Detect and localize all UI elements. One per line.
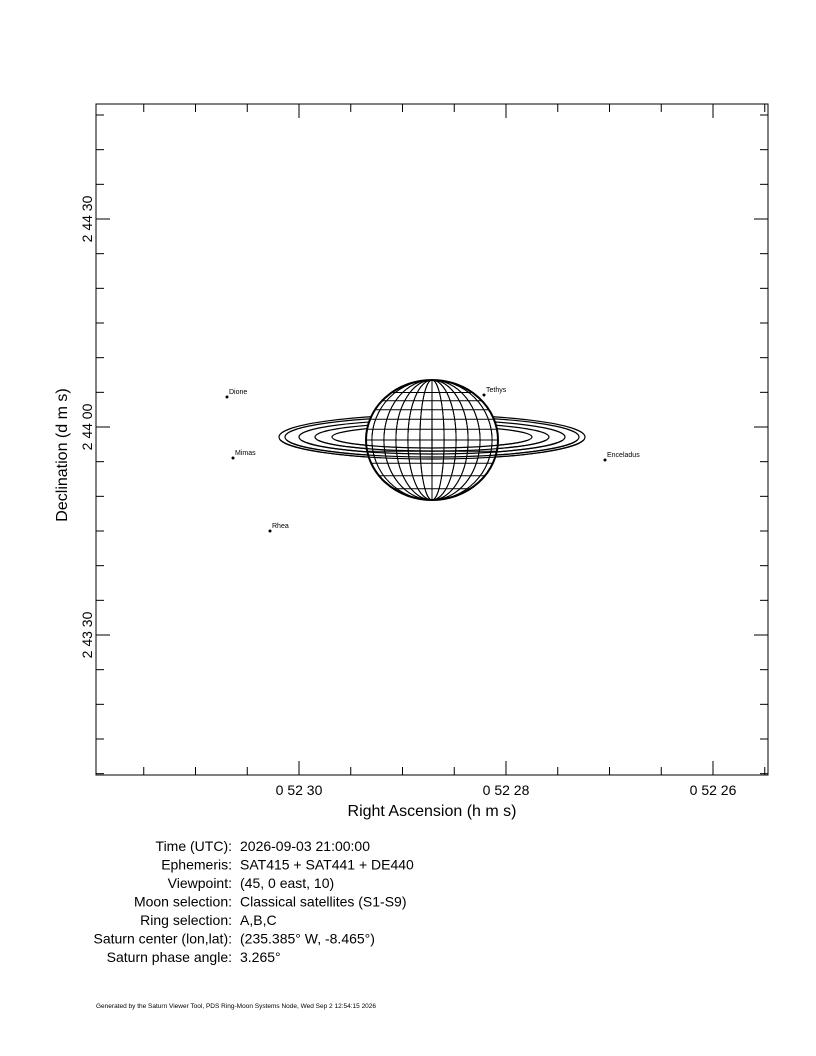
moon-label: Dione — [229, 389, 247, 396]
info-label: Time (UTC): — [156, 838, 232, 854]
moon-label: Mimas — [235, 450, 256, 457]
y-tick-label: 2 44 30 — [79, 195, 95, 242]
meridian — [419, 380, 445, 500]
meridian — [371, 380, 493, 500]
moon — [482, 393, 486, 397]
info-value: Classical satellites (S1-S9) — [240, 894, 407, 910]
plot-frame — [95, 103, 769, 776]
info-value: 3.265° — [240, 949, 281, 965]
x-tick-label: 0 52 26 — [690, 782, 737, 798]
moon-label: Tethys — [486, 387, 507, 394]
moon — [225, 395, 229, 399]
info-label: Saturn phase angle: — [107, 949, 232, 965]
x-tick-label: 0 52 30 — [276, 782, 323, 798]
moon-label: Enceladus — [607, 452, 640, 459]
info-value: A,B,C — [240, 912, 277, 928]
x-tick-label: 0 52 28 — [483, 782, 530, 798]
ticks — [96, 104, 768, 775]
moon — [231, 456, 235, 460]
info-label: Viewpoint: — [168, 875, 232, 891]
x-label: Right Ascension (h m s) — [348, 803, 517, 820]
info-value: (45, 0 east, 10) — [240, 875, 334, 891]
footer: Generated by the Saturn Viewer Tool, PDS… — [96, 1003, 376, 1010]
meridian — [407, 380, 457, 500]
meridian — [383, 380, 481, 500]
y-label: Declination (d m s) — [54, 388, 71, 521]
y-tick-label: 2 44 00 — [79, 403, 95, 450]
info-label: Ephemeris: — [161, 857, 232, 873]
info-label: Saturn center (lon,lat): — [93, 931, 232, 947]
moons: Dione Tethys Mimas Enceladus Rhea — [225, 387, 640, 533]
info-value: SAT415 + SAT441 + DE440 — [240, 857, 414, 873]
rings-front — [279, 440, 585, 460]
moon — [603, 458, 607, 462]
meridian — [395, 380, 469, 500]
info-label: Moon selection: — [134, 894, 232, 910]
y-tick-label: 2 43 30 — [79, 611, 95, 658]
info-value: 2026-09-03 21:00:00 — [240, 838, 370, 854]
info-label: Ring selection: — [140, 912, 232, 928]
moon — [268, 529, 272, 533]
info-table: Time (UTC): 2026-09-03 21:00:00 Ephemeris:… — [93, 838, 414, 965]
info-value: (235.385° W, -8.465°) — [240, 931, 375, 947]
moon-label: Rhea — [272, 523, 289, 530]
